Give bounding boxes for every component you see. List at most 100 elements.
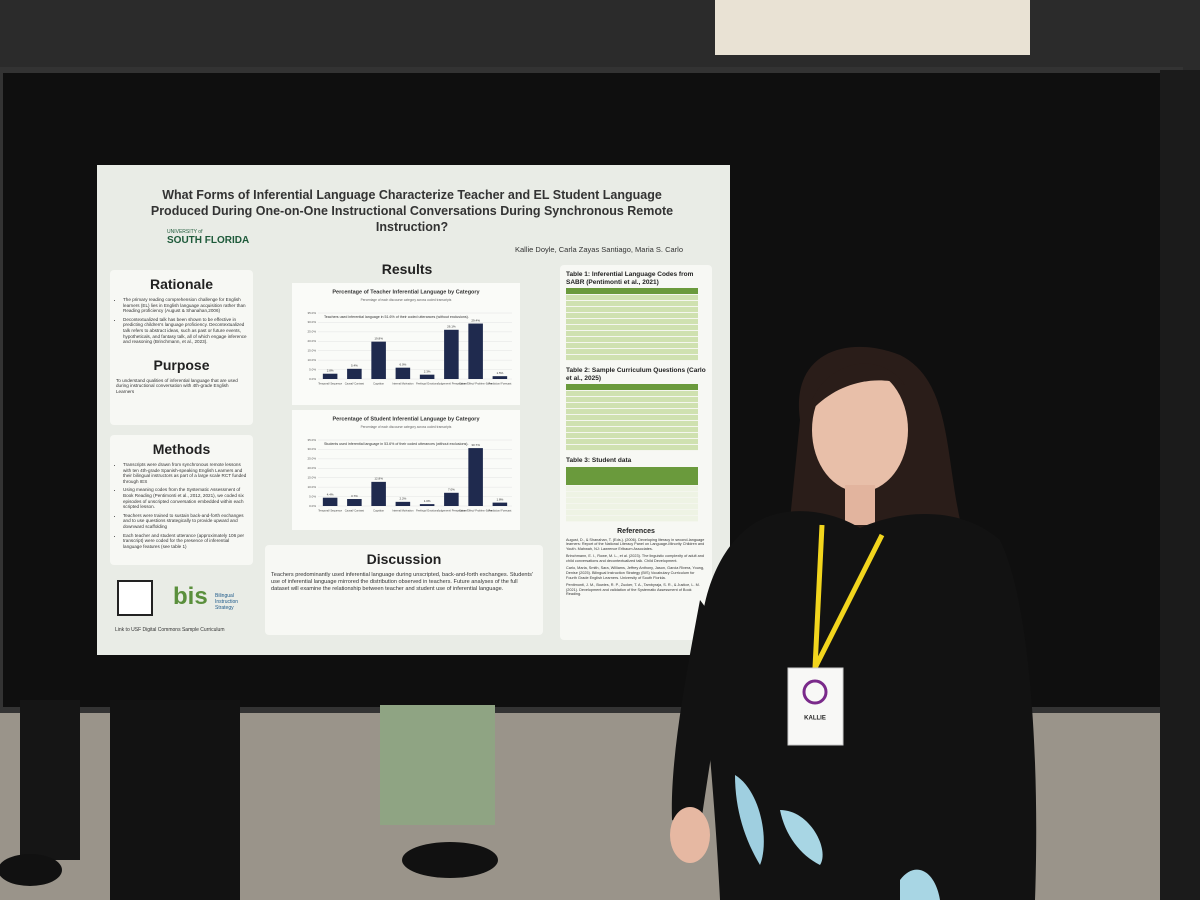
section-heading: Discussion [366, 551, 442, 567]
bar [492, 502, 508, 506]
x-tick-label: Judgement/ Perspective [437, 382, 465, 386]
y-tick-label: 30.0% [307, 320, 316, 324]
section-heading: Purpose [153, 356, 210, 373]
x-tick-label: Causal/ Contrast [345, 382, 365, 386]
title-line: Produced During One-on-One Instructional… [150, 204, 674, 218]
lanyard [812, 524, 885, 670]
methods-box: Methods Transcripts were drawn from sync… [110, 435, 253, 565]
paragraph: Teachers predominantly used inferential … [271, 572, 533, 592]
y-tick-label: 15.0% [307, 476, 316, 480]
y-tick-label: 0.0% [309, 377, 316, 381]
x-tick-label: Temporal/ Sequence [318, 382, 342, 386]
chart-subtitle: Percentage of each discourse category ac… [361, 425, 452, 429]
bar [468, 323, 483, 379]
bar [395, 501, 411, 506]
y-tick-label: 25.0% [307, 457, 316, 461]
value-label: 1.5% [496, 371, 503, 375]
y-tick-label: 15.0% [307, 349, 316, 353]
bar [347, 368, 362, 379]
bar [419, 374, 435, 379]
chart-title: Percentage of Student Inferential Langua… [333, 416, 481, 422]
value-label: 19.8% [374, 336, 383, 340]
reference: Carlo, Maria, Smith, Sara, Williams, Jef… [566, 566, 705, 580]
value-label: 1.8% [496, 497, 503, 501]
bullet: Using meaning codes from the Systematic … [123, 487, 247, 509]
visitor-shoe [402, 842, 498, 878]
value-label: 1.0% [424, 499, 431, 503]
y-tick-label: 5.0% [309, 367, 316, 371]
table-title: Table 2: Sample Curriculum Questions (Ca… [566, 367, 706, 382]
hair-fringe [812, 363, 905, 410]
badge-logo [802, 679, 828, 705]
value-label: 7.0% [448, 488, 455, 492]
x-tick-label: Internal Motivation [392, 509, 414, 513]
bar [371, 341, 386, 379]
y-tick-label: 20.0% [307, 339, 316, 343]
reference: August, D., & Shanahan, T. (Eds.). (2006… [566, 537, 705, 551]
y-tick-label: 10.0% [307, 358, 316, 362]
x-tick-label: Internal Motivation [392, 382, 414, 386]
visitor-legs [110, 700, 240, 900]
chart: Percentage of Teacher Inferential Langua… [292, 283, 520, 405]
visitor-pants [380, 705, 495, 825]
bullet: The primary reading comprehension challe… [123, 297, 247, 314]
value-label: 26.1% [447, 325, 456, 329]
bis-name: Bilingual Instruction Strategy [215, 593, 239, 611]
bar [395, 367, 411, 379]
bullet: Teachers were trained to sustain back-an… [123, 513, 247, 530]
face [812, 368, 908, 492]
y-tick-label: 35.0% [307, 311, 316, 315]
board-side [1160, 70, 1200, 900]
section-heading: References [617, 527, 655, 535]
x-tick-label: Feelings/ Emotions [416, 382, 439, 386]
logo-name: SOUTH FLORIDA [167, 235, 250, 246]
y-tick-label: 35.0% [307, 438, 316, 442]
footer-link[interactable]: Link to USF Digital Commons Sample Curri… [115, 627, 225, 633]
bullet: Decontextualized talk has been shown to … [123, 317, 247, 345]
y-tick-label: 5.0% [309, 494, 316, 498]
y-tick-label: 20.0% [307, 466, 316, 470]
tables-box: Table 1: Inferential Language Codes from… [560, 265, 712, 640]
bullet: Each teacher and student utterance (appr… [123, 533, 247, 550]
bis-mark: bis [173, 583, 208, 610]
value-label: 4.4% [327, 492, 334, 496]
flower [735, 775, 764, 865]
visitor-shoe [0, 854, 62, 886]
value-label: 2.8% [327, 369, 334, 373]
bar [347, 499, 362, 506]
chart-caption: Students used inferential language in 53… [324, 442, 468, 446]
bar [444, 329, 459, 379]
bar [371, 481, 386, 506]
bar [322, 497, 338, 506]
bar [444, 492, 459, 506]
bar [492, 376, 508, 379]
section-heading: Methods [152, 441, 211, 457]
section-heading: Results [381, 261, 433, 277]
paragraph: To understand qualities of inferential l… [116, 377, 238, 394]
y-tick-label: 10.0% [307, 485, 316, 489]
value-label: 12.8% [374, 477, 383, 481]
x-tick-label: Feelings/ Emotions [416, 509, 439, 513]
badge-name: KALLIE [804, 716, 826, 722]
bar [468, 448, 483, 506]
chart-subtitle: Percentage of each discourse category ac… [361, 298, 452, 302]
section-heading: Rationale [149, 276, 213, 292]
value-label: 6.0% [399, 362, 406, 366]
poster: What Forms of Inferential Language Chara… [97, 165, 730, 655]
discussion-box: Discussion Teachers predominantly used i… [265, 545, 543, 635]
x-tick-label: Causal/ Contrast [345, 509, 365, 513]
table-title: Table 3: Student data [566, 457, 632, 464]
value-label: 29.4% [471, 318, 480, 322]
authors: Kallie Doyle, Carla Zayas Santiago, Mari… [515, 245, 683, 254]
rationale-box: Rationale The primary reading comprehens… [110, 270, 253, 425]
y-tick-label: 25.0% [307, 330, 316, 334]
reference: Brinchmann, E. I., Rowe, M. L., et al. (… [566, 554, 704, 563]
chart: Percentage of Student Inferential Langua… [292, 410, 520, 530]
reference: Pentimonti, J. M., Bowles, R. P., Zucker… [566, 583, 700, 597]
x-tick-label: Cause/Effect/ Problem-Solve [459, 509, 493, 513]
y-tick-label: 30.0% [307, 447, 316, 451]
flower [780, 810, 823, 865]
bar [419, 504, 435, 506]
